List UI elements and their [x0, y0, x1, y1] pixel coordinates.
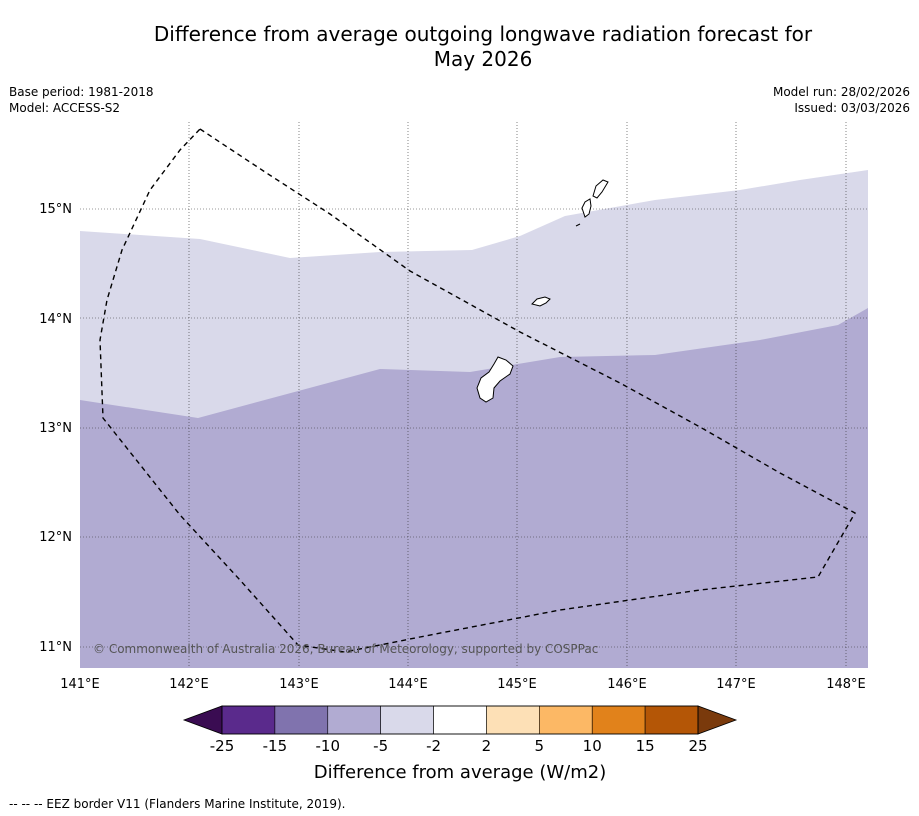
colorbar-tick-label: -10	[316, 737, 341, 755]
colorbar-tick-label: -15	[263, 737, 288, 755]
colorbar-cell	[433, 705, 487, 735]
meta-right: Model run: 28/02/2026 Issued: 03/03/2026	[773, 84, 910, 116]
lon-tick-label: 143°E	[279, 677, 319, 692]
eez-footnote: -- -- -- EEZ border V11 (Flanders Marine…	[9, 797, 346, 811]
colorbar-cell	[274, 705, 329, 735]
lon-tick-label: 145°E	[497, 677, 537, 692]
island-rota	[531, 296, 551, 307]
colorbar: -25 -15 -10 -5 -2 2 5 10 15 25 Difference from av…	[182, 705, 738, 783]
colorbar-cell	[380, 705, 434, 735]
lon-tick-label: 148°E	[826, 677, 866, 692]
colorbar-outline	[221, 705, 699, 735]
copyright-notice: © Commonwealth of Australia 2026, Bureau…	[93, 642, 598, 656]
colorbar-tick-label: 2	[482, 737, 492, 755]
lat-tick-label: 15°N	[39, 202, 72, 217]
lat-tick-label: 13°N	[39, 421, 72, 436]
model-name: Model: ACCESS-S2	[9, 101, 121, 115]
title-line-2: May 2026	[433, 47, 533, 71]
lon-tick-label: 141°E	[60, 677, 100, 692]
colorbar-cell	[539, 705, 593, 735]
base-period: Base period: 1981-2018	[9, 85, 154, 99]
colorbar-tick-label: -5	[373, 737, 388, 755]
lon-tick-label: 142°E	[169, 677, 209, 692]
colorbar-cell	[327, 705, 381, 735]
colorbar-tick-label: -2	[426, 737, 441, 755]
colorbar-under-arrow	[182, 705, 223, 735]
colorbar-tick-label: -25	[210, 737, 235, 755]
colorbar-cell	[591, 705, 646, 735]
title-line-1: Difference from average outgoing longwav…	[153, 22, 813, 46]
lat-axis: 15°N 14°N 13°N 12°N 11°N	[39, 202, 72, 655]
island-saipan	[592, 179, 609, 199]
lat-tick-label: 12°N	[39, 530, 72, 545]
map-area: © Commonwealth of Australia 2026, Bureau…	[80, 122, 868, 668]
colorbar-tick-label: 15	[636, 737, 655, 755]
colorbar-tick-label: 10	[583, 737, 602, 755]
issued-date: Issued: 03/03/2026	[794, 101, 910, 115]
lon-tick-label: 144°E	[388, 677, 428, 692]
meta-left: Base period: 1981-2018 Model: ACCESS-S2	[9, 84, 154, 116]
lon-tick-label: 146°E	[607, 677, 647, 692]
colorbar-tick-label: 5	[535, 737, 545, 755]
lat-tick-label: 11°N	[39, 640, 72, 655]
eez-border	[99, 128, 856, 653]
colorbar-cells	[221, 705, 699, 735]
anomaly-zone-medium	[80, 308, 868, 668]
colorbar-over-arrow	[697, 705, 738, 735]
lon-axis: 141°E 142°E 143°E 144°E 145°E 146°E 147°…	[60, 677, 866, 692]
colorbar-cell	[221, 705, 276, 735]
lon-tick-label: 147°E	[716, 677, 756, 692]
islands	[476, 179, 609, 403]
island-tinian	[581, 198, 592, 218]
island-guam	[476, 356, 514, 403]
lat-tick-label: 14°N	[39, 312, 72, 327]
colorbar-cell	[644, 705, 699, 735]
grid-lines	[80, 122, 868, 668]
colorbar-title: Difference from average (W/m2)	[314, 762, 606, 783]
model-run: Model run: 28/02/2026	[772, 85, 910, 99]
colorbar-cell	[486, 705, 540, 735]
island-aguijan	[575, 223, 581, 227]
colorbar-labels: -25 -15 -10 -5 -2 2 5 10 15 25	[210, 737, 708, 755]
chart-title: Difference from average outgoing longwav…	[0, 22, 919, 72]
colorbar-tick-label: 25	[688, 737, 707, 755]
